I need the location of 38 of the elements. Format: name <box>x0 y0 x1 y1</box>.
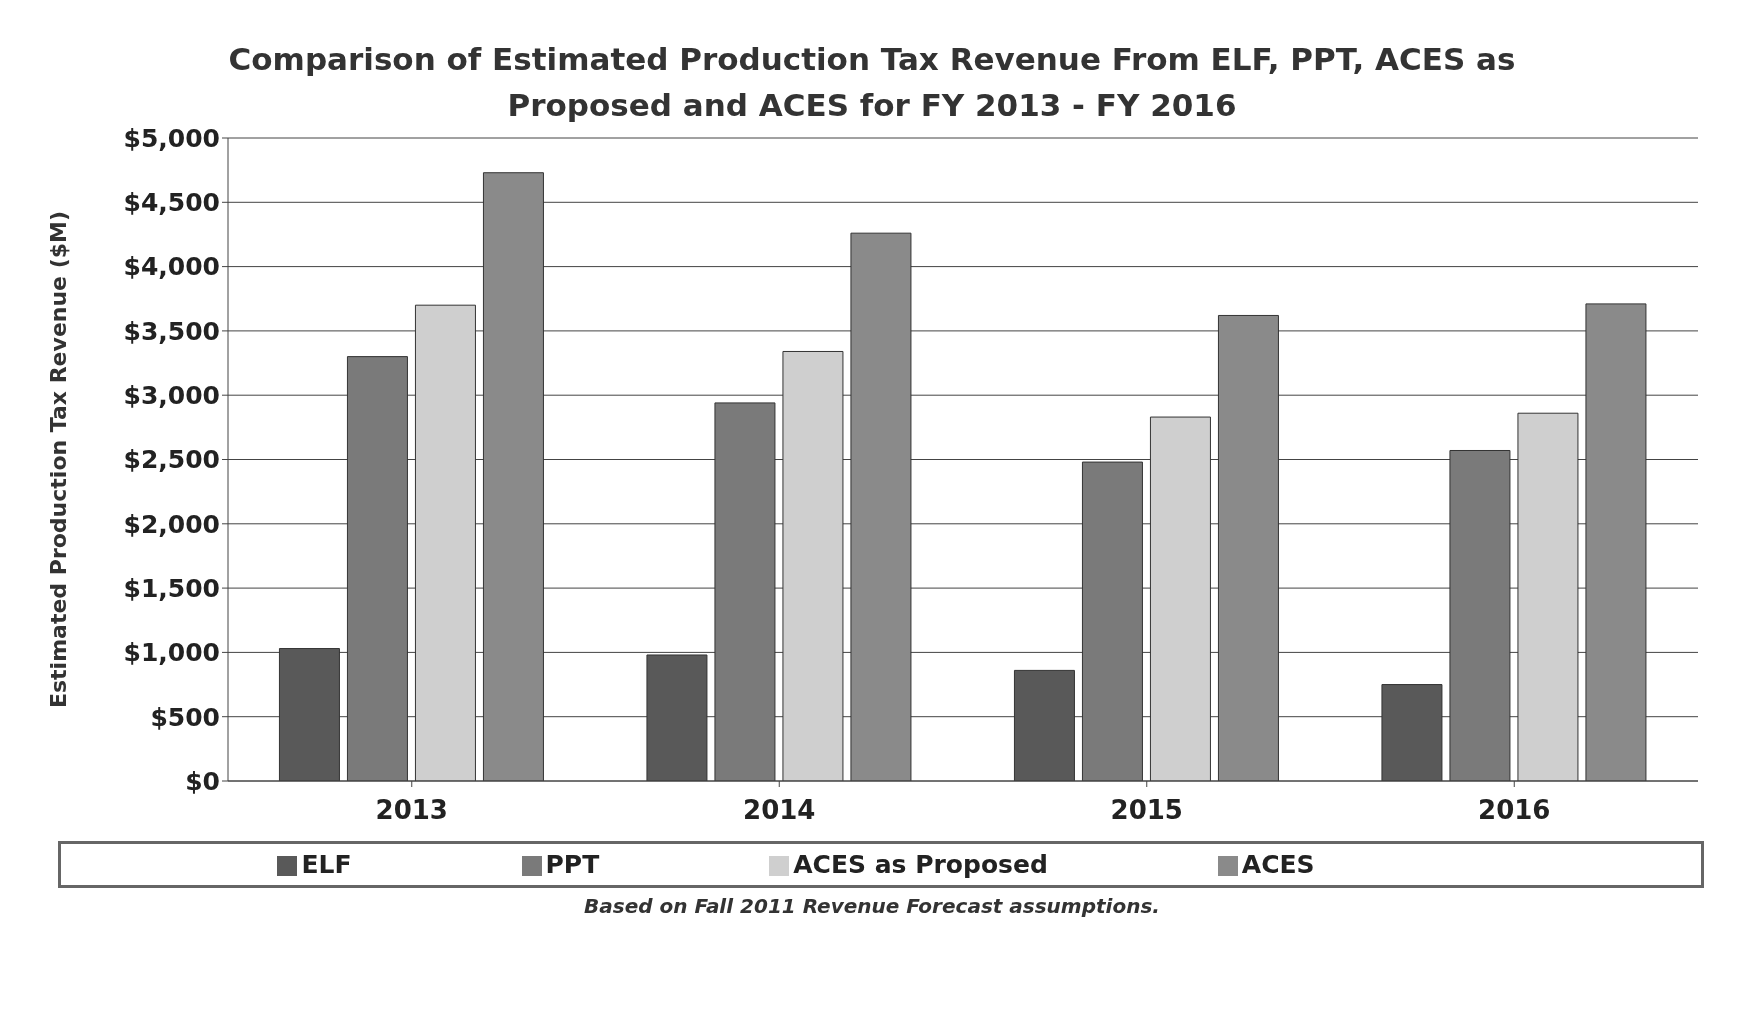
bar <box>782 350 844 781</box>
y-tick-label: $4,500 <box>123 188 220 218</box>
y-tick-label: $1,500 <box>123 573 220 603</box>
bar <box>1081 461 1143 781</box>
legend-label: ACES <box>1241 850 1315 879</box>
bar <box>482 172 544 781</box>
bar <box>850 232 912 781</box>
bar <box>278 648 340 781</box>
bar <box>1517 412 1579 781</box>
x-tick-label: 2013 <box>375 795 448 826</box>
legend-label: ACES as Proposed <box>793 850 1048 879</box>
x-tick-label: 2016 <box>1478 795 1551 826</box>
y-tick-label: $3,500 <box>123 316 220 346</box>
x-tick-label: 2015 <box>1110 795 1183 826</box>
bar <box>414 304 476 781</box>
bar <box>1449 450 1511 781</box>
y-axis-title: Estimated Production Tax Revenue ($M) <box>45 210 71 709</box>
bar <box>346 356 408 781</box>
y-tick-label: $2,000 <box>123 509 220 539</box>
legend-label: ELF <box>301 850 352 879</box>
y-tick-label: $2,500 <box>123 445 220 475</box>
y-tick-label: $0 <box>185 766 220 796</box>
bar <box>1585 303 1647 781</box>
y-tick-label: $1,000 <box>123 638 220 668</box>
bar <box>714 402 776 781</box>
y-tick-label: $3,000 <box>123 381 220 411</box>
y-tick-label: $500 <box>150 702 220 732</box>
y-tick-label: $4,000 <box>123 252 220 282</box>
bar <box>1381 684 1443 781</box>
text: Based on Fall 2011 Revenue Forecast assumptions. <box>583 894 1161 918</box>
bar <box>1217 314 1279 781</box>
chart-title: Comparison of Estimated Production Tax Revenue From ELF, PPT, ACES as Proposed and ACES for FY 2013 - FY 2016 <box>228 41 1516 123</box>
x-tick-label: 2014 <box>743 795 816 826</box>
bar <box>1013 669 1075 781</box>
bar <box>646 654 708 781</box>
y-tick-label: $5,000 <box>123 123 220 153</box>
legend-label: PPT <box>545 850 600 879</box>
bar <box>1149 416 1211 781</box>
